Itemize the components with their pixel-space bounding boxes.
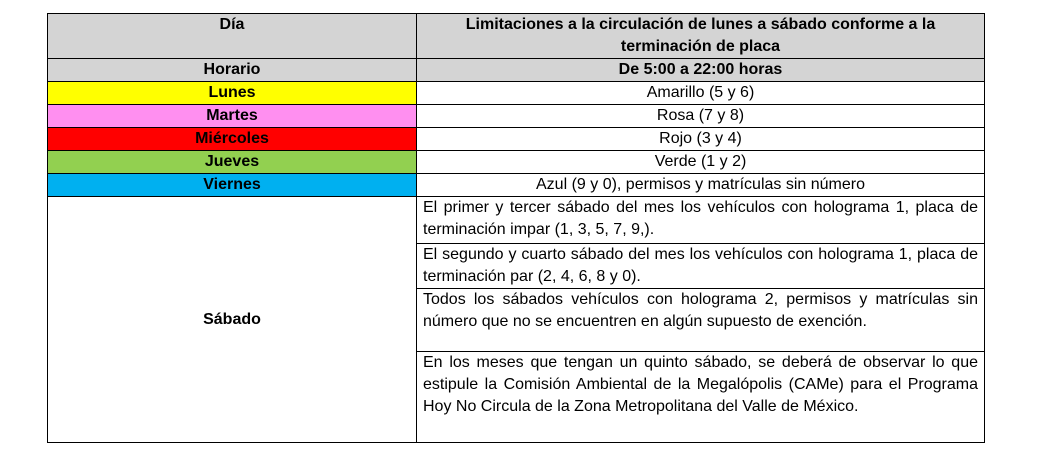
day-row-lunes: Lunes Amarillo (5 y 6) [47, 81, 985, 105]
day-martes: Martes [47, 104, 417, 128]
day-row-martes: Martes Rosa (7 y 8) [47, 104, 985, 128]
saturday-rule-row: Sábado El primer y tercer sábado del mes… [47, 196, 985, 443]
header-limitations: Limitaciones a la circulación de lunes a… [416, 13, 985, 59]
day-lunes: Lunes [47, 81, 417, 105]
saturday-rule-row: El segundo y cuarto sábado del mes los v… [48, 243, 985, 289]
day-sabado: Sábado [47, 196, 417, 443]
day-row-jueves: Jueves Verde (1 y 2) [47, 150, 985, 174]
saturday-rule: En los meses que tengan un quinto sábado… [416, 351, 985, 443]
saturday-rule: El segundo y cuarto sábado del mes los v… [416, 243, 985, 289]
rule-lunes: Amarillo (5 y 6) [416, 81, 985, 105]
day-jueves: Jueves [47, 150, 417, 174]
rule-jueves: Verde (1 y 2) [416, 150, 985, 174]
header-day: Día [47, 13, 417, 59]
circulation-restrictions-table: Día Limitaciones a la circulación de lun… [47, 13, 985, 443]
header-row: Día Limitaciones a la circulación de lun… [47, 13, 985, 59]
schedule-row: Horario De 5:00 a 22:00 horas [47, 58, 985, 82]
day-row-miercoles: Miércoles Rojo (3 y 4) [47, 127, 985, 151]
saturday-rule: Todos los sábados vehículos con hologram… [416, 288, 985, 352]
rule-viernes: Azul (9 y 0), permisos y matrículas sin … [416, 173, 985, 197]
rule-miercoles: Rojo (3 y 4) [416, 127, 985, 151]
schedule-label: Horario [47, 58, 417, 82]
saturday-rule-row: Todos los sábados vehículos con hologram… [48, 288, 985, 352]
day-miercoles: Miércoles [47, 127, 417, 151]
rule-martes: Rosa (7 y 8) [416, 104, 985, 128]
day-viernes: Viernes [47, 173, 417, 197]
saturday-rule-row: En los meses que tengan un quinto sábado… [48, 351, 985, 443]
saturday-rule: El primer y tercer sábado del mes los ve… [416, 196, 985, 244]
day-row-viernes: Viernes Azul (9 y 0), permisos y matrícu… [47, 173, 985, 197]
schedule-value: De 5:00 a 22:00 horas [416, 58, 985, 82]
